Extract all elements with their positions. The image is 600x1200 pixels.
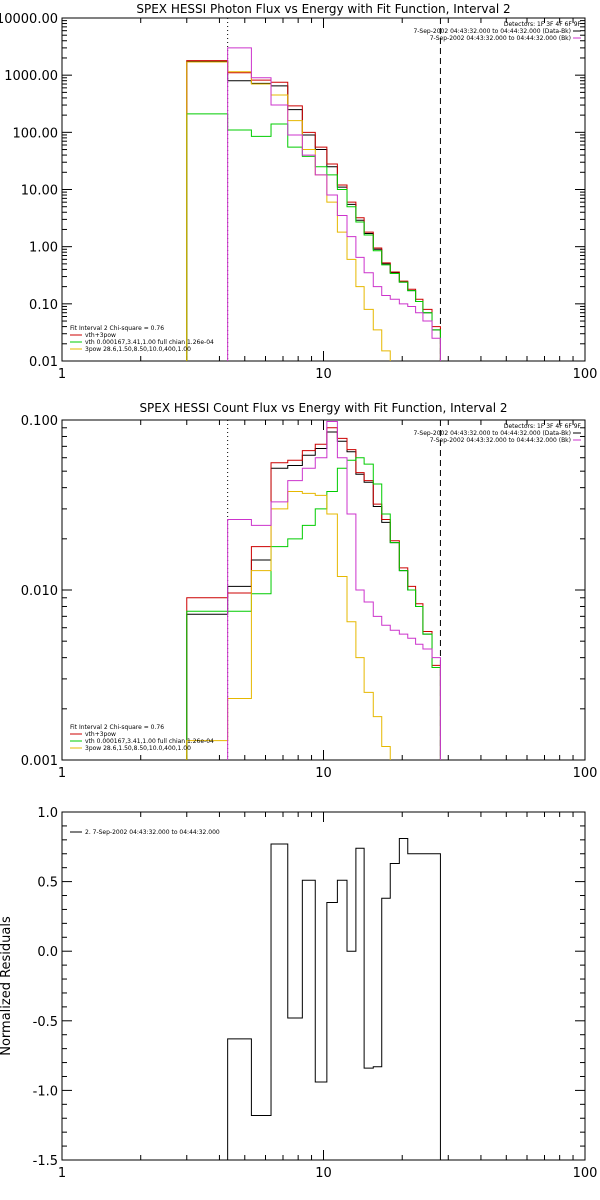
info-line: Detectors: 1F 3F 4F 6F 9F — [504, 423, 582, 430]
legend-entry: 2. 7-Sep-2002 04:43:32.000 to 04:44:32.0… — [85, 829, 220, 836]
series-group — [227, 837, 441, 1160]
y-tick-label: 1000.00 — [4, 69, 58, 84]
y-tick-label: 0.0 — [37, 945, 58, 960]
chart-panel-2: SPEX HESSI Count Flux vs Energy with Fit… — [21, 401, 598, 781]
plot-frame — [61, 419, 586, 761]
x-tick-label: 1 — [58, 766, 66, 781]
y-tick-label: 0.100 — [21, 414, 58, 429]
series-line-1 — [186, 60, 441, 361]
legend-entry: 3pow 28.6,1.50,8.50,10.0,400,1.00 — [85, 745, 191, 752]
series-line-1 — [186, 431, 441, 760]
legend-entry: vth 0.000167,3.41,1.00 full chian 1.26e-… — [85, 339, 214, 346]
x-tick-label: 100 — [573, 766, 598, 781]
series-group — [186, 420, 441, 760]
y-tick-label: 10.00 — [21, 184, 58, 199]
x-tick-label: 100 — [573, 1166, 598, 1181]
series-line-5 — [227, 47, 441, 361]
series-line-4 — [186, 61, 391, 361]
x-tick-label: 100 — [573, 367, 598, 382]
y-tick-label: 100.00 — [13, 126, 59, 141]
y-tick-label: 0.01 — [29, 355, 58, 370]
y-tick-label: 0.10 — [29, 298, 58, 313]
chart-title: SPEX HESSI Count Flux vs Energy with Fit… — [139, 401, 507, 415]
y-tick-label: -1.5 — [33, 1154, 58, 1169]
x-tick-label: 10 — [315, 1166, 332, 1181]
legend-entry: vth 0.000167,3.41,1.00 full chian 1.26e-… — [85, 738, 214, 745]
y-axis-label: Normalized Residuals — [0, 916, 14, 1056]
x-tick-label: 10 — [315, 367, 332, 382]
series-line-5 — [227, 420, 441, 760]
x-tick-label: 10 — [315, 766, 332, 781]
series-line-1 — [227, 837, 441, 1160]
plot-frame — [61, 17, 586, 362]
y-tick-label: 0.5 — [37, 876, 58, 891]
y-tick-label: 1.00 — [29, 241, 58, 256]
y-tick-label: 1.0 — [37, 806, 58, 821]
series-line-3 — [186, 457, 441, 760]
x-tick-label: 1 — [58, 1166, 66, 1181]
y-tick-label: 10000.00 — [0, 12, 58, 27]
info-line: Detectors: 1F 3F 4F 6F 9F — [504, 21, 582, 28]
info-line: 7-Sep-2002 04:43:32.000 to 04:44:32.000 … — [430, 35, 571, 42]
info-line: 7-Sep-2002 04:43:32.000 to 04:44:32.000 … — [413, 430, 571, 437]
y-tick-label: 0.010 — [21, 584, 58, 599]
series-line-2 — [186, 60, 441, 361]
series-line-3 — [186, 113, 441, 361]
series-group — [186, 47, 441, 361]
x-tick-label: 1 — [58, 367, 66, 382]
legend-entry: vth+3pow — [85, 731, 116, 738]
series-line-2 — [186, 427, 441, 760]
plot-frame — [61, 811, 586, 1161]
info-line: 7-Sep-2002 04:43:32.000 to 04:44:32.000 … — [413, 28, 571, 35]
info-line: 7-Sep-2002 04:43:32.000 to 04:44:32.000 … — [430, 437, 571, 444]
series-line-4 — [186, 490, 391, 760]
chart-title: SPEX HESSI Photon Flux vs Energy with Fi… — [136, 2, 510, 16]
y-tick-label: -0.5 — [33, 1015, 58, 1030]
chart-panel-3: 1 10 100 -1.5 -1.0 -0.5 0.0 0.5 1.0 Normalized Re… — [0, 806, 597, 1181]
chart-panel-1: SPEX HESSI Photon Flux vs Energy with Fi… — [0, 2, 597, 382]
legend-entry: Fit Interval 2 Chi-square = 0.76 — [70, 724, 164, 731]
legend-entry: vth+3pow — [85, 332, 116, 339]
y-tick-label: 0.001 — [21, 754, 58, 769]
legend-entry: Fit Interval 2 Chi-square = 0.76 — [70, 325, 164, 332]
legend-entry: 3pow 28.6,1.50,8.50,10.0,400,1.00 — [85, 346, 191, 353]
y-tick-label: -1.0 — [33, 1084, 58, 1099]
